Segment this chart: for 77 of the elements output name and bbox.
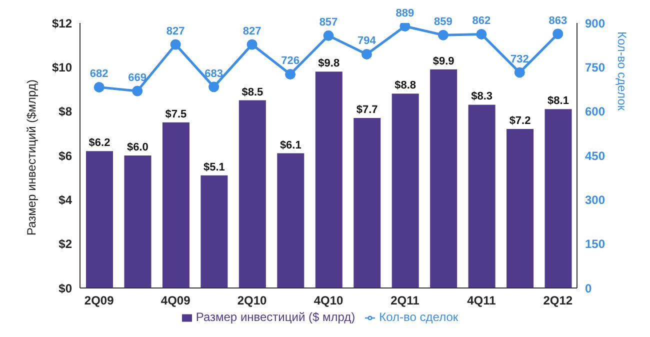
- data-label: $5.1: [203, 161, 225, 174]
- legend-label: Кол-во сделок: [379, 310, 458, 324]
- y2-tick-label: 150: [585, 237, 606, 252]
- point: [552, 28, 564, 40]
- data-label: $8.8: [394, 80, 416, 92]
- x-tick-label: 4Q11: [467, 294, 496, 308]
- data-label: 794: [358, 35, 377, 48]
- data-label: $8.1: [548, 95, 569, 108]
- bar: [506, 129, 534, 288]
- data-label: 859: [434, 16, 452, 28]
- legend-label: Размер инвестиций ($ млрд): [196, 310, 356, 324]
- bar: [354, 118, 381, 288]
- data-label: 862: [472, 15, 491, 28]
- point: [94, 82, 104, 92]
- y-tick-label: $12: [52, 16, 72, 30]
- bar: [238, 100, 266, 288]
- point: [361, 48, 372, 60]
- data-label: $9.8: [318, 58, 340, 70]
- bar: [544, 109, 572, 288]
- point: [208, 82, 220, 92]
- y-tick-label: $0: [58, 281, 72, 296]
- x-tick-label: 2Q10: [237, 294, 268, 308]
- bar: [200, 175, 228, 288]
- x-tick-label: 4Q09: [160, 294, 191, 308]
- point: [438, 30, 448, 40]
- y2-tick-label: 300: [585, 192, 606, 207]
- data-label: $6.0: [127, 142, 148, 154]
- data-label: $8.5: [242, 86, 264, 98]
- data-label: 669: [128, 72, 147, 84]
- data-label: $7.2: [509, 115, 531, 127]
- point: [400, 23, 410, 32]
- y2-tick-label: 600: [585, 104, 606, 119]
- data-label: $6.2: [88, 137, 110, 150]
- point: [285, 68, 296, 80]
- x-tick-label: 4Q10: [314, 294, 344, 308]
- data-label: 857: [319, 16, 338, 29]
- data-label: 827: [242, 25, 262, 38]
- data-label: 889: [396, 7, 414, 20]
- y2-tick-label: 450: [585, 148, 606, 163]
- point: [323, 30, 334, 41]
- bar: [430, 69, 458, 288]
- x-tick-label: 2Q09: [84, 294, 114, 308]
- y-tick-label: $8: [58, 104, 72, 119]
- point: [132, 86, 143, 96]
- y2-axis-title: Кол-во сделок: [614, 32, 629, 112]
- bar: [124, 156, 152, 288]
- data-label: $7.5: [165, 108, 187, 120]
- data-label: 726: [281, 55, 300, 68]
- y-axis-title: Размер инвестиций ($млрд): [24, 80, 38, 236]
- data-label: 732: [510, 53, 529, 66]
- data-label: $7.7: [356, 104, 378, 116]
- x-tick-label: 2Q11: [390, 294, 420, 308]
- bar: [86, 151, 113, 288]
- y2-tick-label: 0: [585, 281, 592, 296]
- point: [246, 39, 258, 50]
- bar: [162, 122, 190, 288]
- point: [476, 28, 487, 40]
- data-label: 683: [204, 68, 223, 80]
- bar: [277, 153, 304, 288]
- y2-tick-label: 750: [585, 60, 606, 74]
- y-tick-label: $6: [58, 148, 72, 163]
- data-label: 863: [548, 14, 568, 27]
- data-label: 827: [166, 25, 185, 38]
- x-tick-label: 2Q12: [543, 294, 573, 308]
- data-label: $8.3: [471, 90, 493, 103]
- bar: [392, 94, 419, 288]
- y-tick-label: $2: [58, 237, 72, 252]
- point: [170, 39, 181, 50]
- y2-tick-label: 900: [585, 16, 606, 30]
- data-label: 682: [90, 68, 108, 80]
- point: [514, 67, 525, 78]
- bar: [468, 104, 496, 288]
- y-tick-label: $10: [52, 60, 72, 74]
- data-label: $6.1: [280, 139, 302, 152]
- y-tick-label: $4: [58, 192, 72, 207]
- data-label: $9.9: [432, 55, 454, 68]
- bar: [315, 72, 342, 288]
